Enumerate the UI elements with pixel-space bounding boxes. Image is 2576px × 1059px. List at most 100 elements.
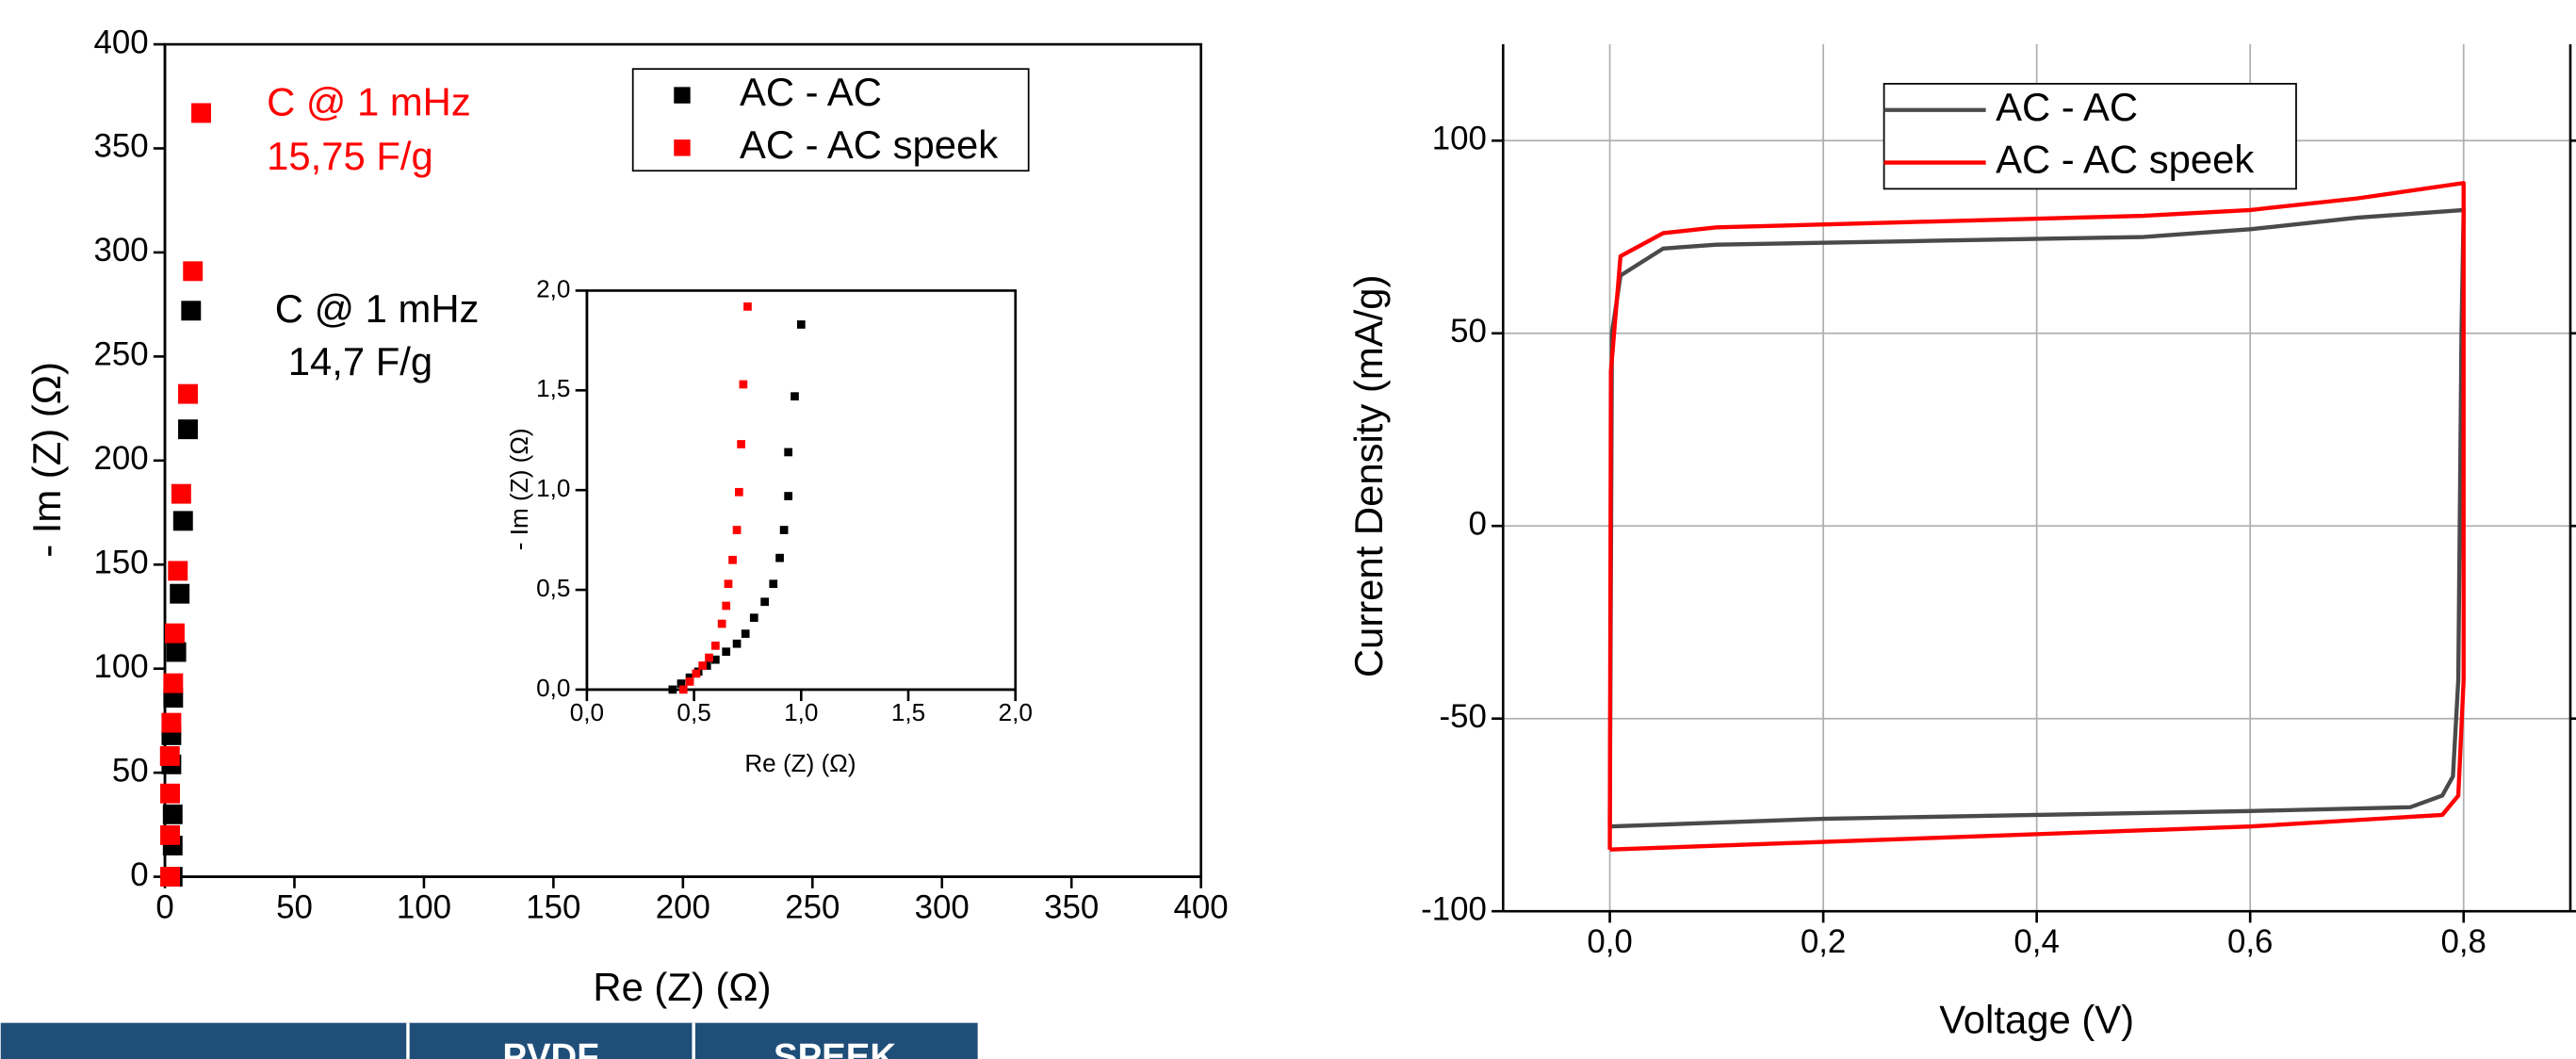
y-axis-label: - Im (Z) (Ω) <box>505 428 533 550</box>
x-tick-label: 0,8 <box>2441 923 2486 960</box>
scatter-point <box>724 579 733 589</box>
scatter-point <box>161 712 182 733</box>
annotation: 15,75 F/g <box>267 134 433 178</box>
legend-swatch <box>674 139 691 156</box>
x-tick-label: 400 <box>1174 889 1229 926</box>
y-tick-label: 250 <box>93 336 148 373</box>
legend-label: AC - AC speek <box>1996 138 2254 182</box>
scatter-point <box>739 380 748 389</box>
scatter-point <box>160 867 180 888</box>
plot-area <box>585 289 1018 692</box>
scatter-point <box>705 653 713 662</box>
scatter-point <box>735 487 743 497</box>
x-tick-label: 0,0 <box>570 698 604 726</box>
scatter-point <box>784 492 793 500</box>
scatter-point <box>678 685 688 694</box>
x-tick-label: 0,0 <box>1587 923 1632 960</box>
x-tick-label: 0,2 <box>1801 923 1846 960</box>
x-tick-label: 300 <box>915 889 970 926</box>
y-tick-label: 0,0 <box>536 674 570 702</box>
scatter-point <box>796 320 806 329</box>
annotation: C @ 1 mHz <box>267 80 471 124</box>
scatter-point <box>710 655 720 664</box>
scatter-point <box>160 783 180 804</box>
annotation: C @ 1 mHz <box>275 286 480 331</box>
scatter-point <box>668 685 677 694</box>
y-tick-label: 50 <box>1450 313 1487 350</box>
scatter-point <box>791 392 799 401</box>
legend-box <box>631 68 1030 172</box>
y-tick-label: -100 <box>1421 890 1487 927</box>
scatter-point <box>717 619 726 628</box>
scatter-point <box>191 103 211 123</box>
y-tick-label: -50 <box>1439 698 1486 735</box>
scatter-point <box>163 673 184 693</box>
x-tick-label: 250 <box>785 889 840 926</box>
y-tick-label: 2,0 <box>536 274 570 302</box>
scatter-point <box>172 511 193 531</box>
y-tick-label: 100 <box>93 648 148 685</box>
x-tick-label: 1,0 <box>784 698 818 726</box>
x-tick-label: 1,5 <box>891 698 925 726</box>
y-tick-label: 400 <box>93 24 148 60</box>
scatter-point <box>728 555 737 564</box>
y-tick-label: 350 <box>93 128 148 165</box>
x-tick-label: 100 <box>397 889 451 926</box>
scatter-point <box>692 669 701 678</box>
x-axis-label: Re (Z) (Ω) <box>593 965 771 1009</box>
y-axis-label: Current Density (mA/g) <box>1346 275 1391 678</box>
legend-swatch <box>674 87 691 104</box>
y-tick-label: 200 <box>93 440 148 477</box>
legend-label: AC - AC <box>1996 85 2138 129</box>
x-tick-label: 0,6 <box>2227 923 2273 960</box>
y-tick-label: 100 <box>1432 120 1487 156</box>
y-axis-label: - Im (Z) (Ω) <box>24 362 69 558</box>
x-axis-label: Re (Z) (Ω) <box>744 749 856 777</box>
scatter-point <box>165 623 185 644</box>
legend-box <box>1883 83 2297 190</box>
table-header-band <box>0 1022 978 1059</box>
scatter-point <box>732 526 742 534</box>
scatter-point <box>710 641 720 650</box>
x-tick-label: 150 <box>526 889 580 926</box>
y-tick-label: 1,0 <box>536 474 570 502</box>
y-tick-label: 0 <box>130 856 148 893</box>
scatter-point <box>178 419 198 440</box>
scatter-point <box>160 824 180 845</box>
scatter-point <box>737 440 745 448</box>
x-tick-label: 200 <box>656 889 710 926</box>
scatter-point <box>166 642 187 662</box>
scatter-point <box>162 804 183 824</box>
scatter-point <box>677 679 686 688</box>
x-tick-label: 0,5 <box>677 698 710 726</box>
scatter-point <box>743 302 752 311</box>
scatter-point <box>171 483 191 504</box>
legend-label: AC - AC <box>740 70 882 114</box>
scatter-point <box>702 661 711 670</box>
scatter-point <box>170 583 190 604</box>
x-tick-label: 2,0 <box>999 698 1033 726</box>
table-header: SPEEK <box>774 1036 896 1059</box>
y-tick-label: 150 <box>93 544 148 580</box>
scatter-point <box>722 601 731 611</box>
scatter-point <box>760 597 770 607</box>
x-axis-label: Voltage (V) <box>1939 998 2134 1042</box>
series-line <box>1607 181 2466 852</box>
x-tick-label: 0 <box>155 889 173 926</box>
scatter-point <box>779 526 789 534</box>
scatter-point <box>159 746 180 766</box>
y-tick-label: 0,5 <box>536 574 570 602</box>
scatter-point <box>168 561 188 581</box>
legend-label: AC - AC speek <box>740 122 998 167</box>
scatter-point <box>685 677 694 686</box>
scatter-point <box>769 579 778 589</box>
scatter-point <box>775 553 784 562</box>
y-tick-label: 300 <box>93 232 148 269</box>
scatter-point <box>181 301 202 321</box>
y-tick-label: 0 <box>1468 505 1486 542</box>
x-tick-label: 50 <box>276 889 313 926</box>
table-header: PVDF <box>502 1036 598 1059</box>
scatter-point <box>183 261 204 282</box>
